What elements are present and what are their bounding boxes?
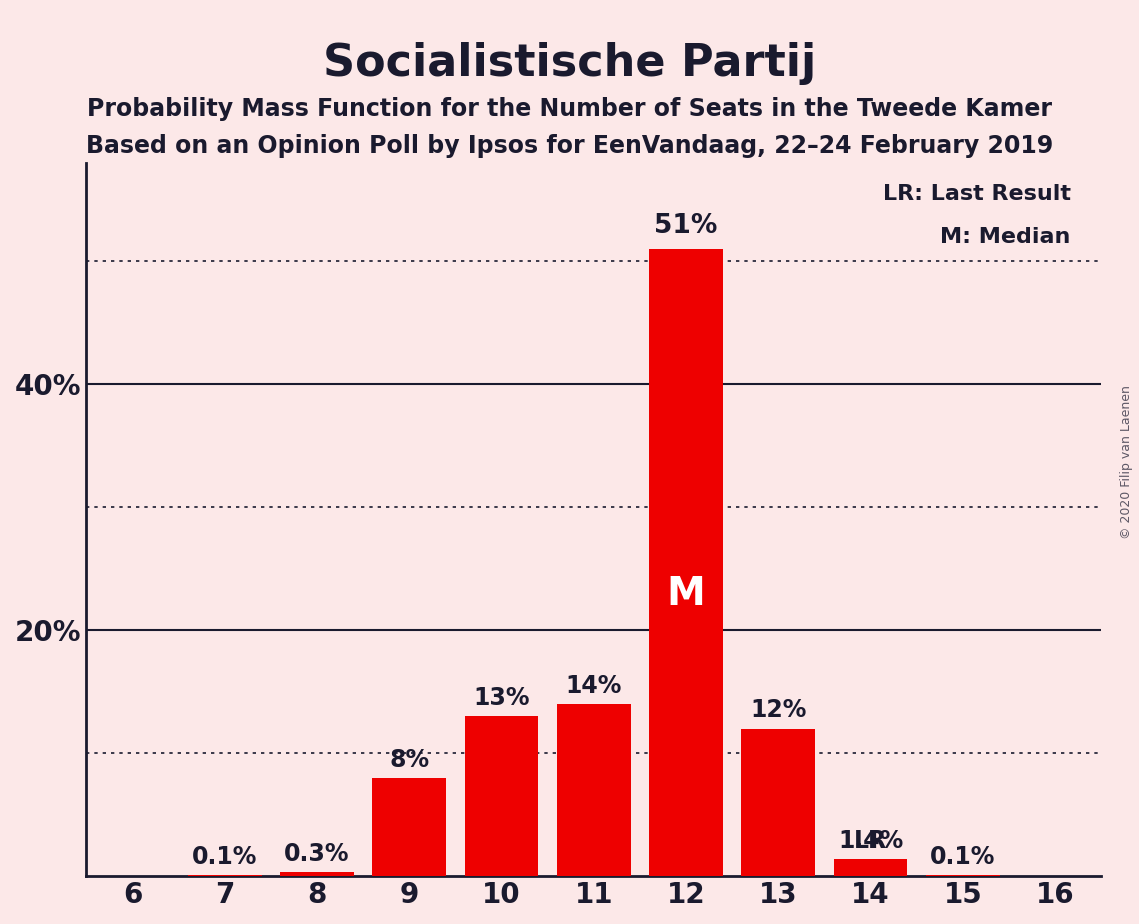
Text: LR: LR	[854, 829, 887, 853]
Bar	[465, 716, 539, 876]
Bar	[280, 872, 354, 876]
Text: 14%: 14%	[566, 674, 622, 698]
Text: Based on an Opinion Poll by Ipsos for EenVandaag, 22–24 February 2019: Based on an Opinion Poll by Ipsos for Ee…	[85, 134, 1054, 158]
Text: 13%: 13%	[474, 687, 530, 711]
Text: 0.3%: 0.3%	[285, 843, 350, 867]
Text: 12%: 12%	[751, 699, 806, 723]
Bar	[649, 249, 723, 876]
Bar	[557, 704, 631, 876]
Bar	[372, 778, 446, 876]
Text: Probability Mass Function for the Number of Seats in the Tweede Kamer: Probability Mass Function for the Number…	[87, 97, 1052, 121]
Bar	[188, 875, 262, 876]
Text: 1.4%: 1.4%	[838, 829, 903, 853]
Text: M: Median: M: Median	[941, 227, 1071, 247]
Text: 8%: 8%	[390, 748, 429, 772]
Text: © 2020 Filip van Laenen: © 2020 Filip van Laenen	[1121, 385, 1133, 539]
Bar	[741, 728, 816, 876]
Bar	[926, 875, 1000, 876]
Bar	[834, 859, 908, 876]
Text: LR: Last Result: LR: Last Result	[883, 184, 1071, 204]
Text: M: M	[666, 575, 705, 613]
Text: 0.1%: 0.1%	[931, 845, 995, 869]
Text: 0.1%: 0.1%	[192, 845, 257, 869]
Text: 51%: 51%	[655, 213, 718, 239]
Text: Socialistische Partij: Socialistische Partij	[322, 42, 817, 85]
